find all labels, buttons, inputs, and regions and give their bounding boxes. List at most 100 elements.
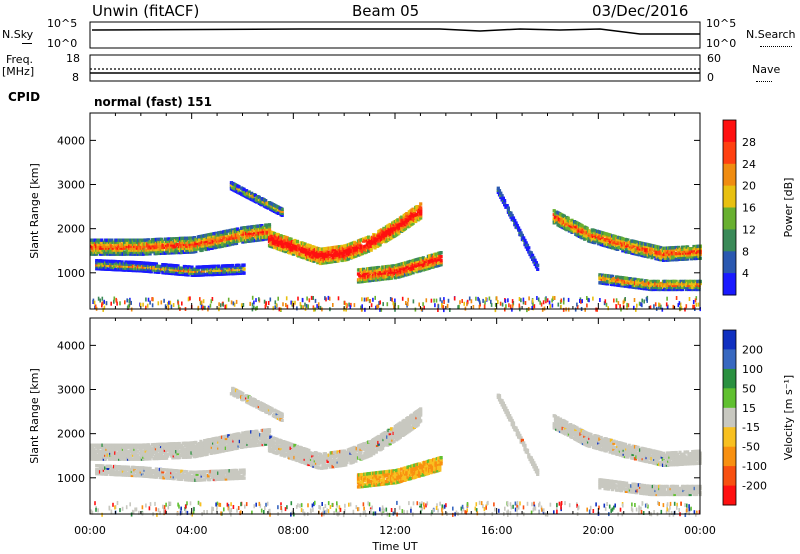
echo-cell	[299, 446, 303, 450]
freq-panel	[89, 54, 701, 82]
speckle-cell	[102, 301, 105, 305]
speckle-cell	[576, 302, 578, 307]
echo-cell	[612, 277, 616, 281]
echo-cell	[198, 265, 202, 269]
echo-cell	[151, 453, 155, 457]
echo-cell	[154, 243, 158, 248]
speckle-cell	[619, 304, 621, 309]
echo-cell	[367, 249, 371, 253]
speckle-cell	[604, 299, 607, 304]
echo-cell	[228, 268, 232, 272]
echo-cell	[271, 442, 275, 446]
speckle-cell	[291, 301, 294, 306]
echo-cell	[172, 237, 176, 241]
echo-cell	[328, 252, 333, 256]
speckle-cell	[412, 299, 415, 304]
echo-cell	[186, 449, 190, 453]
echo-cell	[173, 442, 178, 446]
speckle-cell	[277, 296, 279, 301]
echo-cell	[218, 236, 222, 241]
speckle-cell	[441, 303, 443, 307]
echo-cell	[154, 450, 158, 455]
echo-cell	[144, 447, 148, 451]
echo-cell	[339, 250, 343, 255]
echo-cell	[181, 455, 185, 459]
echo-cell	[267, 225, 272, 229]
speckle-cell	[327, 295, 330, 300]
speckle-cell	[304, 302, 306, 307]
echo-cell	[665, 248, 669, 252]
echo-cell	[388, 232, 392, 237]
echo-cell	[205, 450, 209, 454]
speckle-cell	[209, 303, 212, 308]
speckle-cell	[499, 301, 502, 306]
echo-cell	[148, 267, 152, 272]
speckle-cell	[187, 297, 190, 302]
speckle-cell	[393, 305, 395, 310]
speckle-cell	[360, 305, 362, 310]
echo-cell	[129, 240, 133, 244]
echo-cell	[689, 251, 693, 255]
echo-cell	[252, 230, 256, 235]
speckle-cell	[361, 304, 363, 309]
echo-cell	[292, 453, 296, 457]
echo-cell	[104, 457, 108, 461]
speckle-cell	[272, 306, 275, 311]
speckle-cell	[622, 300, 625, 305]
echo-cell	[684, 279, 688, 284]
speckle-cell	[505, 304, 507, 309]
echo-cell	[659, 258, 663, 262]
speckle-cell	[675, 296, 678, 300]
echo-cell	[130, 445, 134, 449]
echo-cell	[165, 271, 169, 275]
echo-cell	[156, 245, 160, 250]
echo-cell	[98, 449, 103, 453]
echo-cell	[241, 431, 245, 435]
echo-cell	[152, 456, 156, 461]
speckle-cell	[518, 303, 521, 308]
echo-cell	[111, 263, 115, 268]
speckle-cell	[313, 307, 315, 312]
speckle-cell	[317, 302, 320, 307]
echo-cell	[411, 221, 415, 225]
echo-cell	[500, 194, 504, 198]
speckle-cell	[490, 299, 492, 304]
nsky-trace	[91, 28, 700, 35]
echo-cell	[154, 249, 158, 254]
speckle-cell	[692, 304, 694, 309]
echo-cell	[100, 457, 104, 461]
echo-cell	[520, 233, 524, 238]
echo-cell	[600, 273, 605, 277]
echo-cell	[111, 443, 115, 447]
echo-cell	[499, 191, 503, 195]
echo-cell	[661, 285, 666, 290]
speckle-cell	[297, 296, 299, 301]
echo-cell	[112, 246, 117, 250]
speckle-cell	[592, 296, 594, 301]
echo-cell	[175, 250, 179, 255]
echo-cell	[682, 283, 686, 288]
echo-cell	[686, 255, 690, 259]
echo-cell	[672, 250, 676, 254]
echo-cell	[107, 240, 111, 244]
echo-cell	[161, 448, 165, 452]
echo-cell	[631, 245, 635, 249]
speckle-cell	[168, 300, 170, 305]
echo-cell	[414, 264, 418, 268]
echo-cell	[204, 446, 208, 451]
echo-cell	[293, 443, 297, 448]
echo-cell	[233, 265, 237, 270]
echo-cell	[644, 283, 648, 287]
echo-cell	[204, 247, 208, 252]
echo-cell	[373, 270, 377, 274]
echo-cell	[165, 452, 169, 456]
echo-cell	[536, 267, 540, 271]
speckle-cell	[128, 299, 131, 304]
echo-cell	[100, 238, 104, 242]
echo-cell	[110, 453, 114, 457]
speckle-cell	[562, 300, 565, 305]
speckle-cell	[483, 304, 486, 309]
speckle-cell	[507, 298, 509, 303]
echo-cell	[124, 453, 128, 457]
echo-cell	[98, 248, 103, 252]
